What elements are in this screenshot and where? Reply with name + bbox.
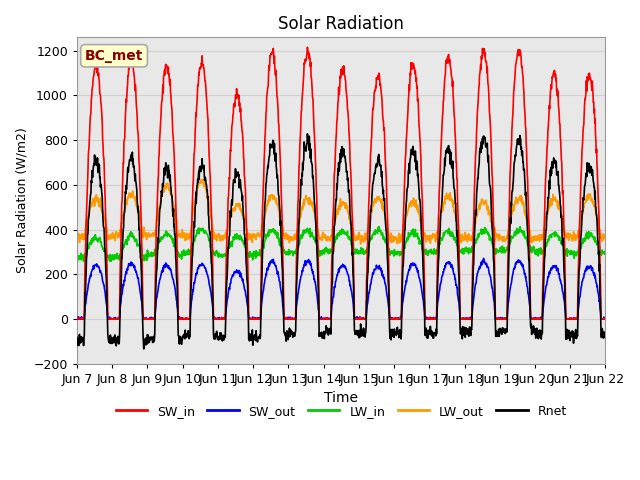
SW_out bbox=[74, 316, 81, 322]
Text: BC_met: BC_met bbox=[85, 49, 143, 63]
SW_out bbox=[178, 315, 186, 321]
SW_in bbox=[178, 316, 186, 322]
LW_out bbox=[201, 177, 209, 182]
LW_in bbox=[493, 246, 500, 252]
LW_in bbox=[74, 259, 81, 265]
Rnet bbox=[540, 294, 547, 300]
Line: Rnet: Rnet bbox=[77, 134, 605, 349]
SW_out bbox=[540, 306, 547, 312]
SW_out bbox=[601, 316, 609, 322]
SW_out bbox=[423, 315, 431, 321]
SW_in bbox=[539, 285, 547, 291]
SW_out bbox=[191, 279, 198, 285]
LW_out bbox=[178, 231, 186, 237]
SW_in bbox=[73, 316, 81, 322]
Rnet bbox=[303, 131, 311, 137]
Rnet bbox=[73, 335, 81, 340]
SW_out bbox=[73, 315, 81, 321]
SW_in bbox=[492, 315, 500, 321]
Rnet bbox=[178, 336, 186, 341]
SW_in bbox=[423, 316, 431, 322]
Rnet bbox=[191, 219, 198, 225]
LW_out bbox=[601, 235, 609, 240]
X-axis label: Time: Time bbox=[324, 391, 358, 405]
SW_out bbox=[250, 316, 258, 322]
LW_in bbox=[540, 248, 547, 253]
LW_out bbox=[540, 234, 547, 240]
Y-axis label: Solar Radiation (W/m2): Solar Radiation (W/m2) bbox=[15, 128, 28, 274]
Rnet bbox=[493, 328, 500, 334]
LW_in bbox=[601, 251, 609, 257]
LW_out bbox=[493, 234, 500, 240]
Line: SW_out: SW_out bbox=[77, 258, 605, 319]
LW_out bbox=[73, 237, 81, 242]
LW_in bbox=[424, 251, 431, 256]
LW_in bbox=[178, 252, 186, 258]
LW_in bbox=[250, 249, 258, 254]
SW_out bbox=[480, 255, 488, 261]
SW_in bbox=[191, 150, 198, 156]
Title: Solar Radiation: Solar Radiation bbox=[278, 15, 404, 33]
Rnet bbox=[601, 331, 609, 337]
LW_out bbox=[424, 235, 431, 241]
LW_out bbox=[250, 231, 258, 237]
Line: LW_out: LW_out bbox=[77, 180, 605, 244]
Line: SW_in: SW_in bbox=[77, 47, 605, 319]
LW_in bbox=[73, 254, 81, 260]
Rnet bbox=[250, 334, 258, 339]
SW_out bbox=[493, 315, 500, 321]
Legend: SW_in, SW_out, LW_in, LW_out, Rnet: SW_in, SW_out, LW_in, LW_out, Rnet bbox=[111, 400, 572, 423]
LW_out bbox=[191, 199, 198, 204]
SW_in bbox=[601, 315, 609, 321]
SW_in bbox=[303, 44, 311, 50]
LW_in bbox=[375, 224, 383, 229]
LW_in bbox=[191, 238, 198, 244]
Rnet bbox=[140, 346, 148, 352]
Rnet bbox=[424, 331, 431, 337]
LW_out bbox=[357, 241, 365, 247]
SW_in bbox=[250, 315, 257, 321]
Line: LW_in: LW_in bbox=[77, 227, 605, 262]
